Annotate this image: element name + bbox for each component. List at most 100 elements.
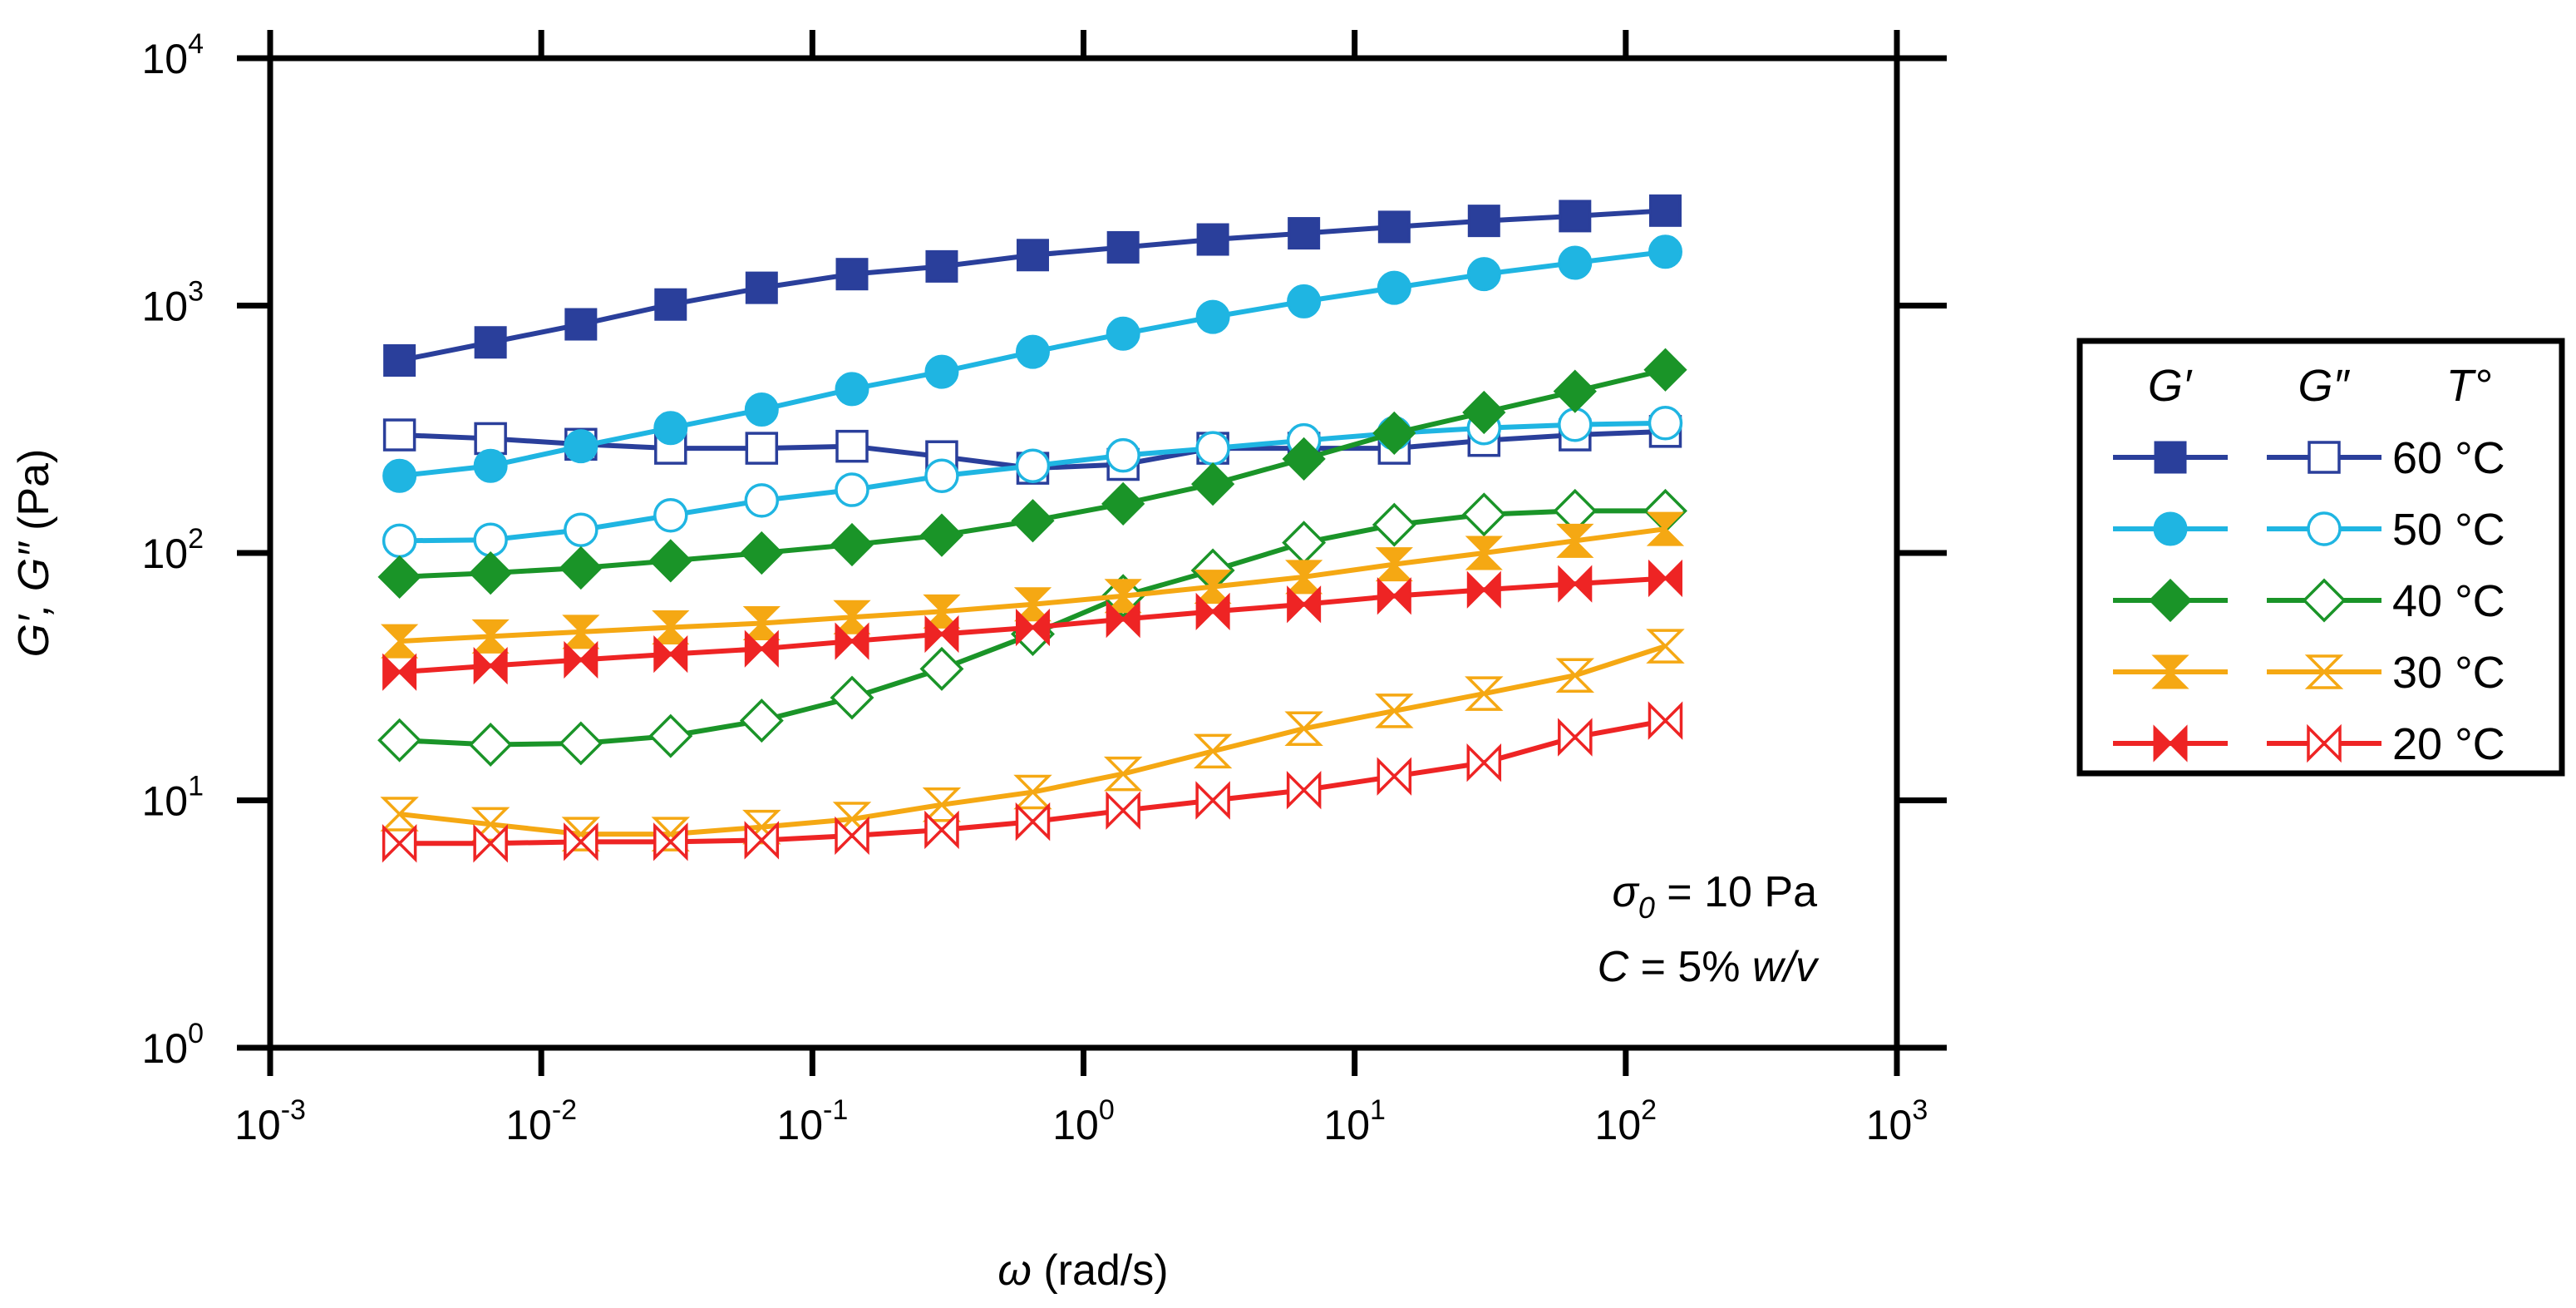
data-point bbox=[1106, 316, 1140, 351]
legend-header-gdoubleprime: G″ bbox=[2298, 361, 2350, 411]
data-point bbox=[564, 822, 598, 861]
series-6 bbox=[380, 511, 1685, 659]
data-point bbox=[1648, 559, 1682, 598]
legend-marker-gprime bbox=[2151, 654, 2189, 689]
data-point bbox=[382, 824, 417, 863]
data-point bbox=[1015, 608, 1050, 647]
x-axis-ticks bbox=[267, 30, 1900, 1076]
data-point bbox=[1101, 481, 1145, 526]
data-point bbox=[473, 647, 508, 685]
data-point bbox=[835, 429, 869, 463]
data-point bbox=[1465, 536, 1503, 570]
legend-temperature-label: 60 °C bbox=[2392, 433, 2505, 483]
data-point bbox=[1106, 791, 1140, 830]
x-axis-unit: (rad/s) bbox=[1032, 1246, 1169, 1295]
concentration-annotation: C = 5% w/v bbox=[1598, 943, 1820, 991]
data-point bbox=[1646, 511, 1685, 546]
data-point bbox=[653, 635, 688, 674]
data-point bbox=[1195, 299, 1230, 334]
data-point bbox=[564, 429, 598, 464]
data-point bbox=[1195, 781, 1230, 820]
data-point bbox=[744, 483, 780, 518]
data-point bbox=[1558, 565, 1593, 603]
data-point bbox=[1015, 802, 1051, 842]
data-point bbox=[1377, 210, 1411, 244]
data-point bbox=[1103, 756, 1143, 792]
data-point bbox=[1648, 701, 1683, 740]
data-point bbox=[1106, 600, 1140, 639]
data-point bbox=[1553, 369, 1597, 413]
legend-marker-gprime bbox=[2154, 441, 2187, 474]
data-point bbox=[1190, 462, 1235, 506]
data-point bbox=[654, 288, 687, 321]
data-point bbox=[1648, 194, 1682, 227]
data-point bbox=[1648, 234, 1682, 269]
conc-value: = 5% bbox=[1628, 943, 1752, 991]
legend-temperature-label: 50 °C bbox=[2392, 505, 2505, 555]
data-point bbox=[473, 522, 508, 557]
data-point bbox=[653, 497, 688, 533]
data-point bbox=[1372, 502, 1416, 547]
x-tick-label: 10-1 bbox=[776, 1094, 848, 1148]
data-point bbox=[559, 545, 603, 590]
data-point bbox=[564, 512, 598, 547]
legend-temperature-label: 40 °C bbox=[2392, 576, 2505, 626]
data-point bbox=[1643, 348, 1687, 392]
conc-unit: w/v bbox=[1752, 943, 1820, 991]
legend-row: 50 °C bbox=[2113, 505, 2505, 555]
data-point bbox=[1559, 200, 1592, 233]
data-point bbox=[382, 653, 417, 691]
legend-marker-gdoubleprime bbox=[2302, 578, 2347, 623]
y-axis-ticks bbox=[237, 55, 1947, 1051]
data-point bbox=[473, 824, 508, 863]
data-point bbox=[559, 721, 603, 766]
data-point bbox=[1377, 577, 1411, 615]
legend-marker-gprime bbox=[2153, 511, 2188, 546]
data-point bbox=[739, 698, 784, 743]
data-point bbox=[1646, 629, 1685, 664]
data-point bbox=[564, 640, 598, 679]
legend-row: 60 °C bbox=[2113, 433, 2505, 483]
data-point bbox=[1106, 437, 1140, 473]
data-point bbox=[1466, 570, 1501, 609]
legend-marker-gprime bbox=[2148, 578, 2193, 623]
data-point bbox=[744, 629, 779, 668]
data-point bbox=[648, 713, 693, 758]
data-point bbox=[474, 422, 507, 456]
data-point bbox=[653, 822, 688, 861]
data-point bbox=[1466, 257, 1501, 292]
data-point bbox=[1556, 523, 1594, 558]
data-point bbox=[835, 372, 869, 407]
data-point bbox=[1465, 676, 1504, 711]
legend-marker-gdoubleprime bbox=[2307, 511, 2342, 546]
data-point bbox=[830, 675, 874, 720]
data-point bbox=[835, 622, 869, 660]
data-point bbox=[1015, 448, 1051, 483]
data-point bbox=[1195, 431, 1230, 466]
data-point bbox=[1648, 406, 1683, 441]
data-point bbox=[919, 646, 964, 691]
legend-temperature-label: 20 °C bbox=[2392, 719, 2505, 769]
legend-header-temperature: T° bbox=[2446, 361, 2492, 411]
x-axis-tick-labels: 10-3 10-2 10-1 100 101 102 103 bbox=[234, 1094, 1928, 1148]
x-tick-label: 10-2 bbox=[505, 1094, 577, 1148]
y-tick-label: 100 bbox=[141, 1018, 204, 1072]
data-point bbox=[383, 344, 416, 377]
legend: G′ G″ T° 60 °C 50 °C 40 °C 30 °C 20 °C bbox=[2076, 338, 2565, 777]
data-point bbox=[469, 550, 513, 595]
series-9 bbox=[382, 701, 1683, 863]
legend-temperature-label: 30 °C bbox=[2392, 648, 2505, 698]
data-point bbox=[745, 271, 778, 304]
x-tick-label: 10-3 bbox=[234, 1094, 306, 1148]
legend-row: 20 °C bbox=[2113, 719, 2505, 769]
data-point bbox=[1011, 499, 1055, 543]
legend-marker-gdoubleprime bbox=[2304, 654, 2344, 689]
data-point bbox=[382, 523, 417, 559]
legend-row: 30 °C bbox=[2113, 648, 2505, 698]
data-point bbox=[653, 411, 688, 446]
data-point bbox=[1282, 521, 1327, 565]
legend-marker-gprime bbox=[2153, 724, 2188, 763]
data-point bbox=[1466, 743, 1502, 782]
y-tick-label: 101 bbox=[141, 771, 204, 825]
